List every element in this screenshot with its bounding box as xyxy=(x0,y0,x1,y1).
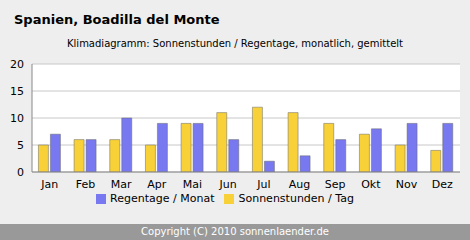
svg-text:15: 15 xyxy=(10,85,24,98)
svg-text:5: 5 xyxy=(17,139,24,152)
svg-text:Apr: Apr xyxy=(147,178,167,191)
svg-text:Okt: Okt xyxy=(361,178,381,191)
svg-text:Mar: Mar xyxy=(111,178,132,191)
svg-text:0: 0 xyxy=(17,166,24,179)
svg-text:10: 10 xyxy=(10,112,24,125)
svg-text:Sep: Sep xyxy=(325,178,346,191)
svg-text:Jul: Jul xyxy=(256,178,270,191)
svg-text:Mai: Mai xyxy=(183,178,202,191)
html-text:Klimadiagramm: Sonnenstunden /: Klimadiagramm: Sonnenstunden / Regentage… xyxy=(67,38,403,49)
svg-text:Aug: Aug xyxy=(289,178,310,191)
html-text:Copyright (C) 2010 sonnenlaend: Copyright (C) 2010 sonnenlaender.de xyxy=(141,226,329,237)
html-text:Sonnenstunden / Tag: Sonnenstunden / Tag xyxy=(238,192,354,205)
svg-text:Feb: Feb xyxy=(76,178,95,191)
html-text:Spanien, Boadilla del Monte: Spanien, Boadilla del Monte xyxy=(14,12,220,27)
svg-text:Jun: Jun xyxy=(219,178,237,191)
svg-text:Nov: Nov xyxy=(396,178,418,191)
svg-text:Jan: Jan xyxy=(40,178,58,191)
svg-text:Dez: Dez xyxy=(432,178,453,191)
svg-text:20: 20 xyxy=(10,58,24,71)
html-text:Regentage / Monat: Regentage / Monat xyxy=(110,192,215,205)
